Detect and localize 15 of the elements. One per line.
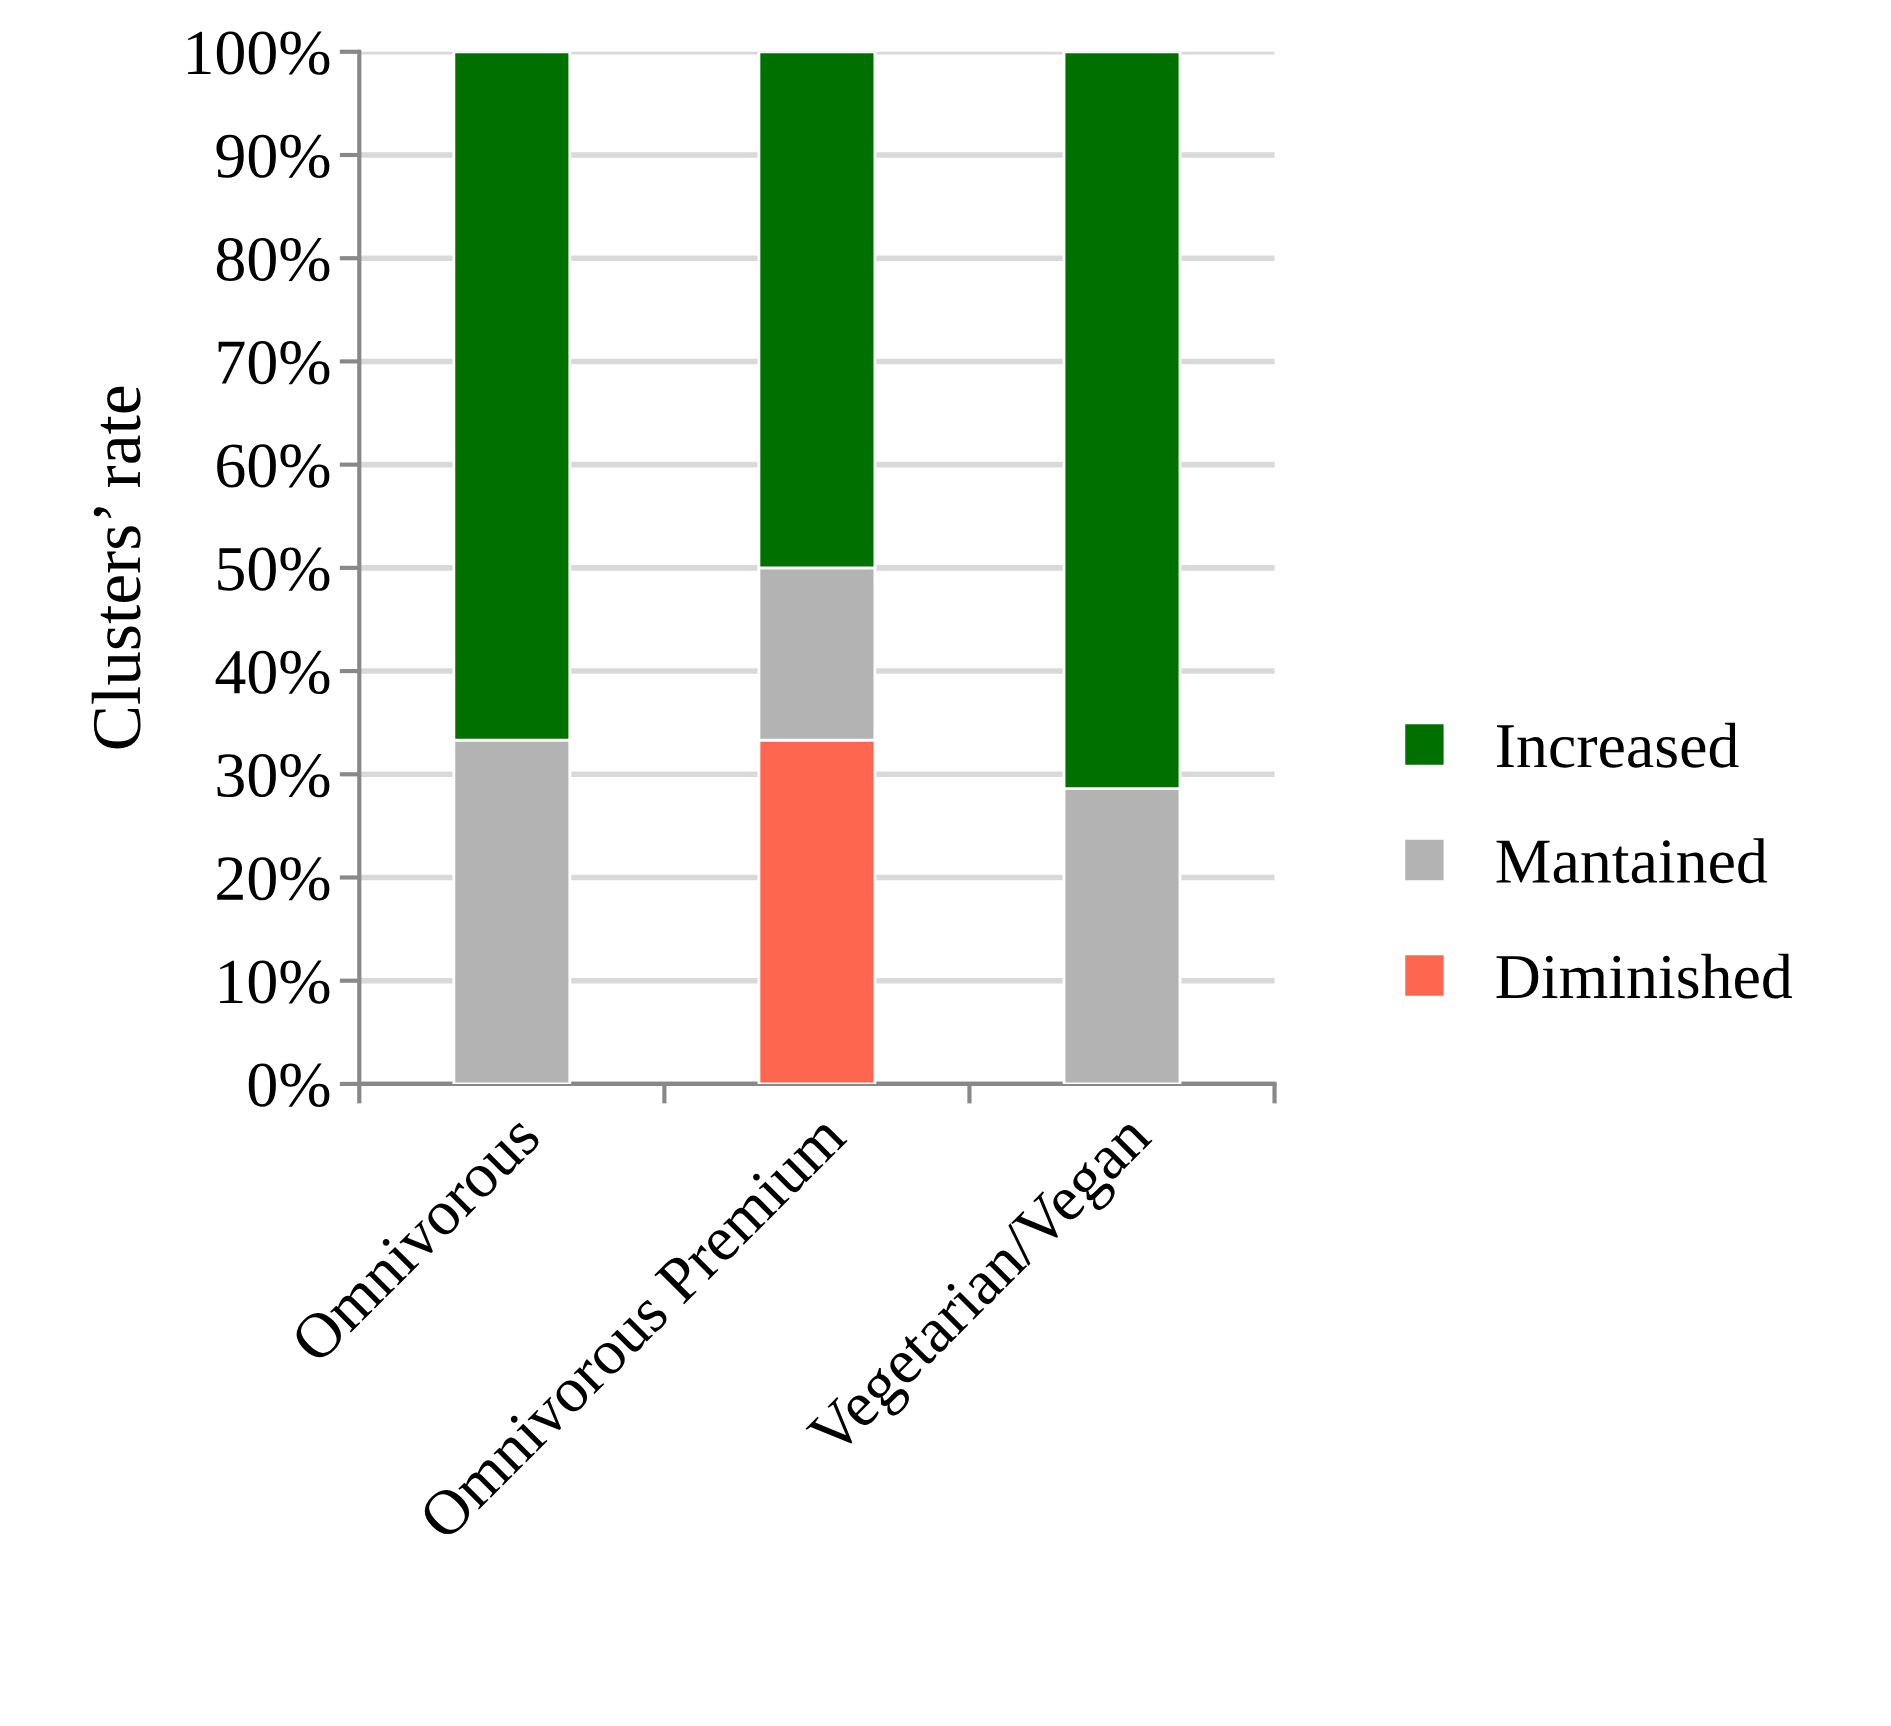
y-tick-label: 90% <box>216 134 330 178</box>
y-axis-title: Clusters’ rate <box>91 386 141 749</box>
y-tick-label: 20% <box>217 857 330 901</box>
legend-label: Diminished <box>1496 953 1793 999</box>
legend-label: Increased <box>1497 722 1739 768</box>
legend-label: Mantained <box>1496 838 1768 884</box>
y-tick-label: 100% <box>188 31 330 75</box>
y-tick-label: 50% <box>218 547 330 591</box>
y-tick-label: 40% <box>215 650 330 695</box>
y-tick-label: 70% <box>218 341 330 385</box>
y-tick-label: 80% <box>216 237 330 282</box>
y-tick-label: 0% <box>248 1063 330 1107</box>
y-tick-label: 10% <box>220 960 330 1004</box>
y-tick-label: 60% <box>217 444 330 488</box>
y-tick-label: 30% <box>217 753 330 798</box>
